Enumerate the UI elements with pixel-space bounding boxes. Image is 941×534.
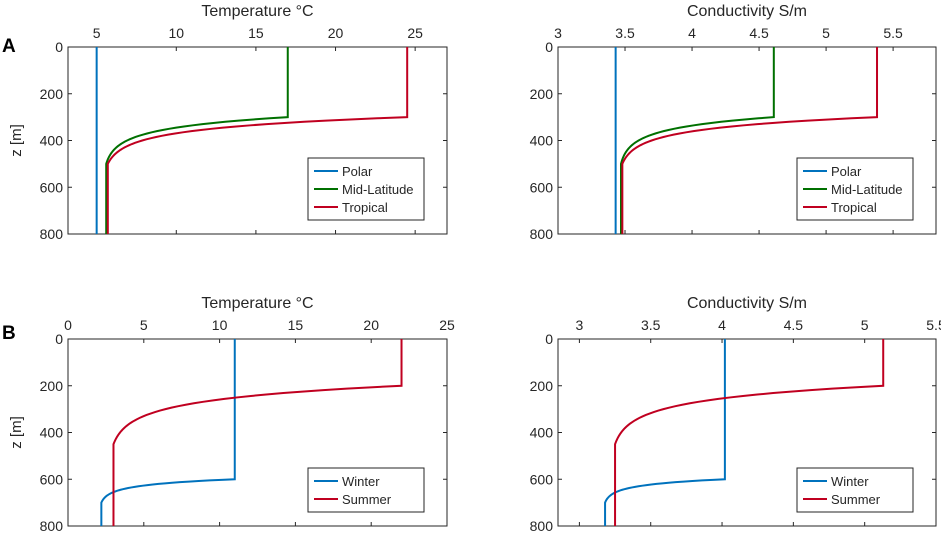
y-tick-label: 0	[545, 331, 553, 347]
y-tick-label: 800	[40, 518, 64, 534]
y-tick-label: 400	[40, 425, 64, 441]
y-tick-label: 200	[530, 86, 554, 102]
x-tick-label: 4	[718, 317, 726, 333]
y-axis-label: z [m]	[8, 124, 25, 157]
chart-0: Temperature °C 5 10 15 20 25 0 200 400 600 800 z [m…	[8, 3, 448, 242]
y-tick-label: 200	[40, 86, 64, 102]
chart-title: Conductivity S/m	[687, 3, 807, 20]
legend-box	[307, 467, 425, 513]
x-tick-label: 5.5	[926, 317, 941, 333]
legend: Winter Summer	[307, 467, 425, 513]
y-tick-label: 0	[545, 39, 553, 55]
legend: Polar Mid-Latitude Tropical	[796, 157, 914, 221]
legend-box	[796, 467, 914, 513]
series-line-mid-latitude	[620, 47, 775, 234]
x-tick-label: 10	[168, 25, 184, 41]
panel-label-b: B	[2, 323, 16, 344]
chart-title: Temperature °C	[201, 295, 313, 312]
y-tick-label: 200	[40, 378, 64, 394]
legend-label: Polar	[342, 164, 373, 179]
x-tick-label: 4.5	[784, 317, 804, 333]
series-line-summer	[614, 339, 885, 526]
y-tick-label: 600	[530, 471, 554, 487]
x-tick-label: 10	[212, 317, 228, 333]
x-tick-label: 20	[363, 317, 379, 333]
legend-label: Summer	[342, 492, 392, 507]
x-tick-label: 15	[288, 317, 304, 333]
legend-label: Tropical	[342, 200, 388, 215]
x-tick-label: 0	[64, 317, 72, 333]
legend: Winter Summer	[796, 467, 914, 513]
series-line-summer	[112, 339, 403, 526]
y-tick-label: 600	[530, 179, 554, 195]
x-tick-label: 3	[575, 317, 583, 333]
y-tick-label: 400	[40, 133, 64, 149]
x-tick-label: 15	[248, 25, 264, 41]
legend-label: Tropical	[831, 200, 877, 215]
legend-label: Winter	[831, 474, 869, 489]
x-tick-label: 4.5	[749, 25, 769, 41]
y-axis-label: z [m]	[8, 416, 25, 449]
y-tick-label: 800	[530, 518, 554, 534]
y-tick-label: 0	[55, 39, 63, 55]
series-line-winter	[604, 339, 726, 526]
x-tick-label: 20	[328, 25, 344, 41]
legend-label: Polar	[831, 164, 862, 179]
series-line-tropical	[621, 47, 879, 234]
chart-2: Temperature °C 0 5 10 15 20 25 0 200 400 600 800 z […	[8, 295, 455, 534]
x-tick-label: 3	[554, 25, 562, 41]
legend-label: Mid-Latitude	[342, 182, 414, 197]
x-tick-label: 25	[439, 317, 455, 333]
x-tick-label: 3.5	[641, 317, 661, 333]
chart-title: Conductivity S/m	[687, 295, 807, 312]
y-tick-label: 600	[40, 179, 64, 195]
x-tick-label: 5	[93, 25, 101, 41]
series-line-mid-latitude	[105, 47, 289, 234]
x-tick-label: 5	[140, 317, 148, 333]
x-tick-label: 4	[688, 25, 696, 41]
y-tick-label: 600	[40, 471, 64, 487]
y-tick-label: 800	[530, 226, 554, 242]
series-line-winter	[100, 339, 236, 526]
panel-label-a: A	[2, 36, 16, 57]
chart-title: Temperature °C	[201, 3, 313, 20]
legend-label: Winter	[342, 474, 380, 489]
series-line-tropical	[106, 47, 409, 234]
y-tick-label: 200	[530, 378, 554, 394]
y-tick-label: 0	[55, 331, 63, 347]
x-tick-label: 25	[407, 25, 423, 41]
y-tick-label: 800	[40, 226, 64, 242]
x-tick-label: 5	[822, 25, 830, 41]
y-tick-label: 400	[530, 133, 554, 149]
y-tick-label: 400	[530, 425, 554, 441]
legend: Polar Mid-Latitude Tropical	[307, 157, 425, 221]
chart-3: Conductivity S/m 3 3.5 4 4.5 5 5.5 0 200 400 600 80…	[530, 295, 941, 534]
legend-label: Summer	[831, 492, 881, 507]
chart-1: Conductivity S/m 3 3.5 4 4.5 5 5.5 0 200 400 600 80…	[530, 3, 937, 242]
x-tick-label: 5	[861, 317, 869, 333]
legend-label: Mid-Latitude	[831, 182, 903, 197]
x-tick-label: 3.5	[615, 25, 635, 41]
x-tick-label: 5.5	[883, 25, 903, 41]
